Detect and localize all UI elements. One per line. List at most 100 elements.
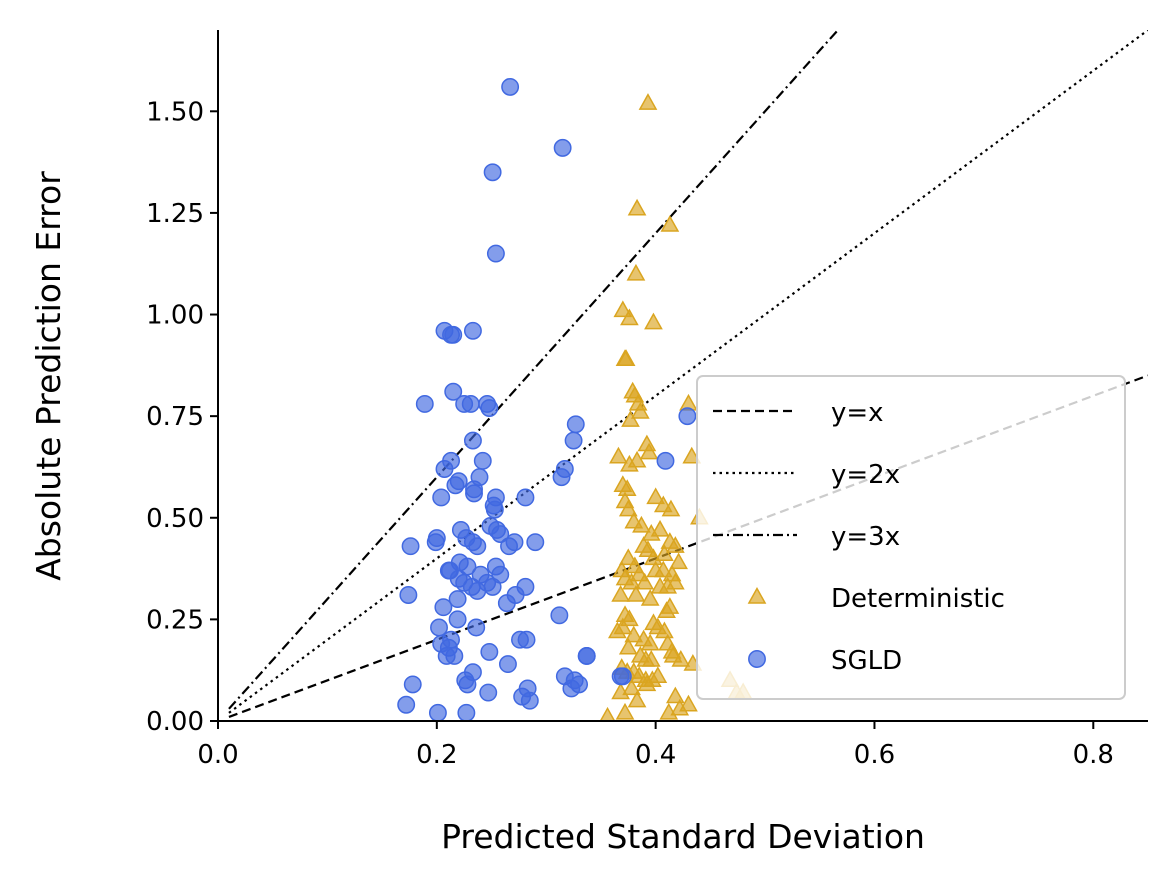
deterministic-point xyxy=(650,519,670,537)
x-tick-label: 0.8 xyxy=(1073,740,1114,770)
legend-label-y2x: y=2x xyxy=(831,460,900,490)
sgld-point xyxy=(432,488,451,507)
deterministic-point xyxy=(641,649,661,667)
deterministic-point xyxy=(626,263,646,281)
deterministic-point xyxy=(638,93,658,110)
deterministic-point xyxy=(640,589,660,606)
sgld-point xyxy=(399,586,418,604)
deterministic-point xyxy=(613,300,633,318)
deterministic-point xyxy=(665,572,685,590)
deterministic-point xyxy=(599,706,616,721)
sgld-point xyxy=(401,537,420,556)
deterministic-point xyxy=(618,637,638,655)
deterministic-point xyxy=(627,690,647,708)
legend-frame xyxy=(696,375,1126,700)
sgld-point xyxy=(468,581,487,600)
reference-line-y2x xyxy=(228,30,1148,714)
deterministic-point xyxy=(669,552,688,570)
sgld-point xyxy=(550,606,569,625)
sgld-point xyxy=(434,598,453,617)
x-tick-label: 0.6 xyxy=(854,740,895,770)
sgld-point xyxy=(457,703,476,721)
sgld-point xyxy=(458,675,477,694)
legend-label-y3x: y=3x xyxy=(831,522,900,552)
y-tick-label: 1.50 xyxy=(146,97,204,127)
deterministic-point xyxy=(611,682,630,700)
sgld-point xyxy=(520,691,539,710)
sgld-point xyxy=(403,675,422,694)
deterministic-point xyxy=(655,621,674,639)
sgld-point xyxy=(479,683,498,702)
x-tick-label: 0.2 xyxy=(416,740,457,770)
deterministic-point xyxy=(639,442,659,460)
deterministic-point xyxy=(670,698,690,716)
x-axis-title: Predicted Standard Deviation xyxy=(441,817,925,856)
sgld-point xyxy=(611,667,630,686)
sgld-point xyxy=(446,476,465,495)
legend-label-yx: y=x xyxy=(831,398,884,428)
sgld-point xyxy=(501,77,520,96)
deterministic-point xyxy=(660,215,680,232)
y-tick-label: 0.75 xyxy=(146,402,204,432)
ticks: 0.0 0.2 0.4 0.6 0.8 0.00 0.25 0.50 0.75 1.00 1.25 1… xyxy=(146,97,1114,770)
deterministic-point xyxy=(659,702,679,720)
sgld-point xyxy=(678,407,697,426)
reference-line-y3x xyxy=(228,30,840,710)
sgld-point xyxy=(498,655,517,674)
deterministic-point xyxy=(620,609,639,627)
deterministic-point xyxy=(637,674,657,692)
deterministic-point xyxy=(644,312,663,330)
sgld-point xyxy=(577,647,596,665)
sgld-point xyxy=(463,431,482,450)
deterministic-point xyxy=(617,479,637,497)
sgld-point xyxy=(470,468,489,487)
sgld-point xyxy=(480,642,499,661)
sgld-point xyxy=(465,484,483,503)
deterministic-point xyxy=(646,487,666,505)
sgld-point xyxy=(526,533,545,552)
deterministic-point xyxy=(611,584,630,602)
legend-swatch-deterministic xyxy=(747,586,767,604)
deterministic-point xyxy=(665,536,685,553)
legend-swatch-sgld xyxy=(748,650,766,668)
data-points xyxy=(397,77,753,721)
sgld-point xyxy=(442,451,460,470)
deterministic-point xyxy=(640,633,660,651)
sgld-point xyxy=(483,163,502,182)
y-tick-label: 0.00 xyxy=(146,707,204,737)
sgld-point xyxy=(468,537,487,556)
deterministic-point xyxy=(618,548,638,566)
deterministic-point xyxy=(627,198,647,216)
deterministic-point xyxy=(609,446,628,464)
deterministic-point xyxy=(627,450,647,468)
sgld-point xyxy=(427,529,446,548)
y-tick-label: 1.00 xyxy=(146,301,204,331)
sgld-point xyxy=(467,618,486,637)
sgld-point xyxy=(428,703,447,721)
sgld-point xyxy=(432,634,451,653)
sgld-point xyxy=(552,468,571,487)
deterministic-point xyxy=(618,499,638,517)
deterministic-point xyxy=(635,572,655,590)
deterministic-point xyxy=(615,568,635,586)
axes xyxy=(217,30,1148,722)
y-tick-label: 1.25 xyxy=(146,199,204,229)
deterministic-point xyxy=(682,446,702,464)
deterministic-point xyxy=(660,597,680,614)
sgld-point xyxy=(516,488,535,507)
deterministic-point xyxy=(630,402,650,419)
sgld-point xyxy=(448,610,467,629)
sgld-point xyxy=(483,577,502,596)
sgld-point xyxy=(486,244,505,263)
deterministic-point xyxy=(621,410,640,427)
deterministic-point xyxy=(671,649,691,667)
deterministic-point xyxy=(624,625,644,643)
y-tick-label: 0.50 xyxy=(146,504,204,534)
sgld-point xyxy=(562,679,581,698)
deterministic-point xyxy=(661,499,681,517)
legend: y=x y=2x y=3x Deterministic SGLD xyxy=(696,375,1126,700)
deterministic-point xyxy=(620,308,639,326)
deterministic-point xyxy=(632,515,651,533)
deterministic-point xyxy=(616,349,636,366)
